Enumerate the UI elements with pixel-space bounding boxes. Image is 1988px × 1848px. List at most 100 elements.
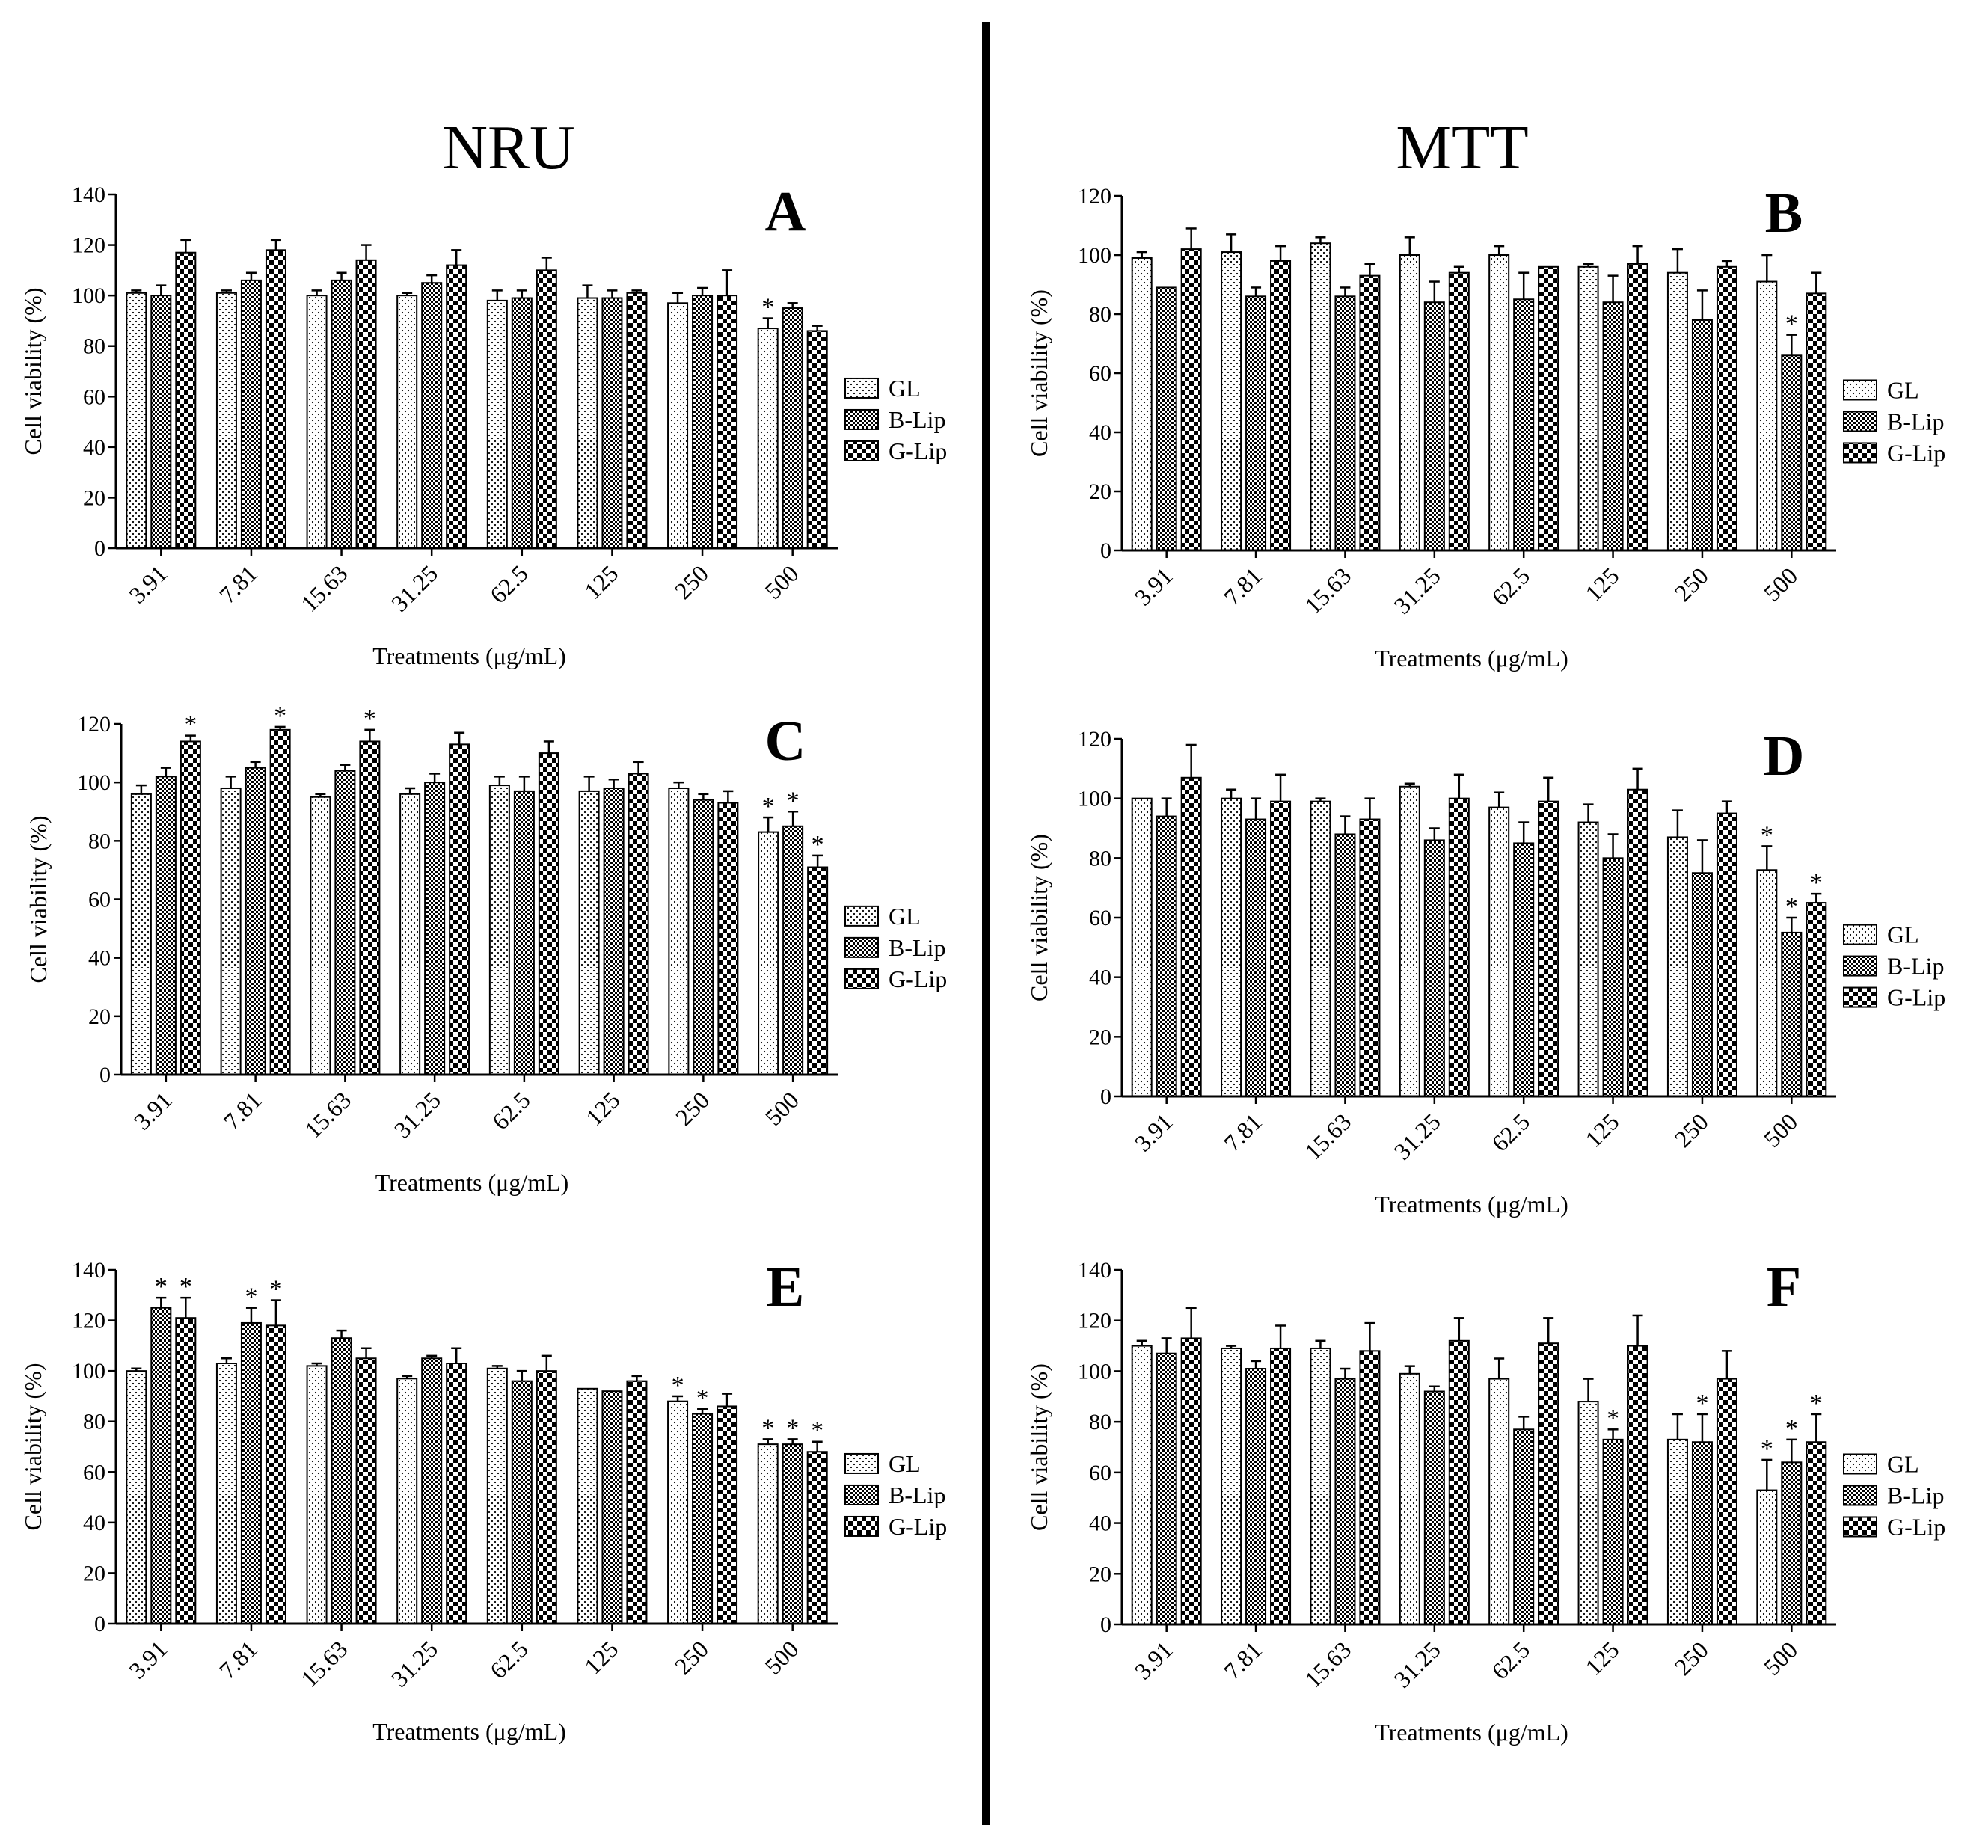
- significance-star: *: [269, 1276, 282, 1304]
- x-tick-label: 7.81: [1218, 562, 1267, 610]
- bar: [577, 1387, 598, 1624]
- legend-swatch: [1843, 1485, 1877, 1506]
- y-tick-label: 40: [88, 946, 111, 971]
- y-tick-label: 20: [1089, 1025, 1111, 1049]
- x-tick-label: 31.25: [386, 559, 443, 616]
- bar: [1691, 872, 1713, 1097]
- legend-swatch: [844, 968, 879, 989]
- bar: [1691, 1441, 1713, 1625]
- bar: [245, 767, 266, 1075]
- bar: [175, 251, 197, 549]
- bar: [310, 796, 331, 1076]
- bar: [1691, 319, 1713, 551]
- bar: [355, 259, 377, 549]
- bar: [806, 330, 828, 549]
- legend-label: GL: [1887, 1450, 1919, 1477]
- bar: [757, 328, 779, 549]
- bar: [265, 1324, 286, 1625]
- legend-swatch: [1843, 411, 1877, 432]
- bar: [1488, 806, 1510, 1098]
- bar: [1756, 1489, 1778, 1625]
- legend-swatch: [844, 408, 879, 430]
- x-axis-title: Treatments (μg/mL): [375, 1169, 569, 1196]
- bar: [538, 752, 559, 1075]
- x-tick-label: 500: [760, 1086, 804, 1130]
- y-tick-label: 0: [94, 536, 105, 561]
- bar: [782, 825, 804, 1075]
- legend-label: B-Lip: [1887, 953, 1944, 980]
- bar: [1310, 1347, 1331, 1625]
- bar: [1756, 869, 1778, 1098]
- legend-label: G-Lip: [889, 966, 947, 992]
- bar: [577, 297, 598, 549]
- y-tick-label: 40: [83, 435, 105, 460]
- bar: [1577, 265, 1599, 551]
- y-tick-label: 140: [72, 182, 105, 207]
- bar: [446, 1363, 467, 1625]
- significance-star: *: [1785, 1415, 1798, 1443]
- bar: [1131, 257, 1153, 551]
- legend-label: B-Lip: [1887, 408, 1944, 435]
- y-tick-label: 120: [1078, 1309, 1111, 1333]
- y-tick-label: 120: [1078, 184, 1111, 209]
- bar: [758, 831, 779, 1075]
- bar: [1334, 833, 1356, 1097]
- x-tick-label: 15.63: [295, 559, 352, 616]
- legend-label: G-Lip: [889, 1513, 947, 1540]
- chart-panel-d: * * * 0 20 40 60 80 100 120 3.91 7.81 15.63 31.25 62.5…: [1025, 725, 1945, 1218]
- significance-star: *: [1607, 1405, 1619, 1432]
- bar: [1448, 797, 1470, 1097]
- bar: [1423, 301, 1445, 551]
- bar: [1245, 818, 1267, 1098]
- bar: [511, 1380, 533, 1624]
- legend-swatch: [1843, 379, 1877, 401]
- significance-star: *: [811, 1417, 823, 1445]
- bar: [1270, 260, 1292, 551]
- y-tick-label: 0: [99, 1063, 111, 1087]
- y-tick-label: 100: [1078, 787, 1111, 811]
- y-tick-label: 80: [1089, 846, 1111, 871]
- x-tick-label: 15.63: [299, 1086, 356, 1143]
- x-tick-label: 250: [669, 559, 714, 604]
- y-tick-label: 100: [1078, 243, 1111, 268]
- bar: [1538, 265, 1559, 551]
- significance-star: *: [1785, 893, 1798, 921]
- bar: [1221, 797, 1242, 1097]
- y-tick-label: 100: [1078, 1359, 1111, 1384]
- significance-star: *: [696, 1384, 709, 1412]
- bar: [1180, 248, 1202, 551]
- bar: [488, 785, 510, 1075]
- bar: [806, 1451, 828, 1625]
- y-tick-label: 60: [83, 384, 105, 409]
- x-tick-label: 3.91: [1129, 1108, 1178, 1156]
- legend-label: G-Lip: [1887, 984, 1945, 1011]
- y-tick-label: 0: [1100, 1612, 1111, 1637]
- x-tick-label: 62.5: [485, 559, 533, 608]
- y-tick-label: 20: [1089, 1562, 1111, 1586]
- chart-panel-e: * * * * * * * * * 0 20 40 60 80 100 120 140 3.91 7.81 15.63…: [19, 1256, 947, 1745]
- y-axis-title: Cell viability (%): [1025, 1363, 1052, 1531]
- x-tick-label: 62.5: [1486, 1636, 1535, 1684]
- bar: [1156, 1352, 1177, 1625]
- bar: [667, 302, 689, 549]
- bar: [306, 1365, 328, 1625]
- bar: [180, 740, 201, 1075]
- bar: [1716, 1378, 1737, 1625]
- y-tick-label: 80: [1089, 302, 1111, 327]
- bar: [667, 1400, 689, 1624]
- x-tick-label: 31.25: [386, 1635, 443, 1692]
- bar: [1602, 857, 1624, 1098]
- bar: [1666, 1438, 1688, 1626]
- bar: [399, 793, 421, 1076]
- bar: [1627, 788, 1648, 1097]
- x-tick-label: 250: [1669, 562, 1713, 606]
- bar: [1334, 295, 1356, 551]
- x-tick-label: 125: [579, 559, 623, 604]
- x-tick-label: 31.25: [1388, 1636, 1445, 1692]
- y-tick-label: 120: [1078, 727, 1111, 752]
- x-tick-label: 125: [1580, 1108, 1624, 1152]
- bar: [155, 776, 177, 1075]
- x-axis-title: Treatments (μg/mL): [1375, 1191, 1568, 1218]
- bar: [1716, 812, 1737, 1098]
- x-axis-title: Treatments (μg/mL): [372, 642, 566, 669]
